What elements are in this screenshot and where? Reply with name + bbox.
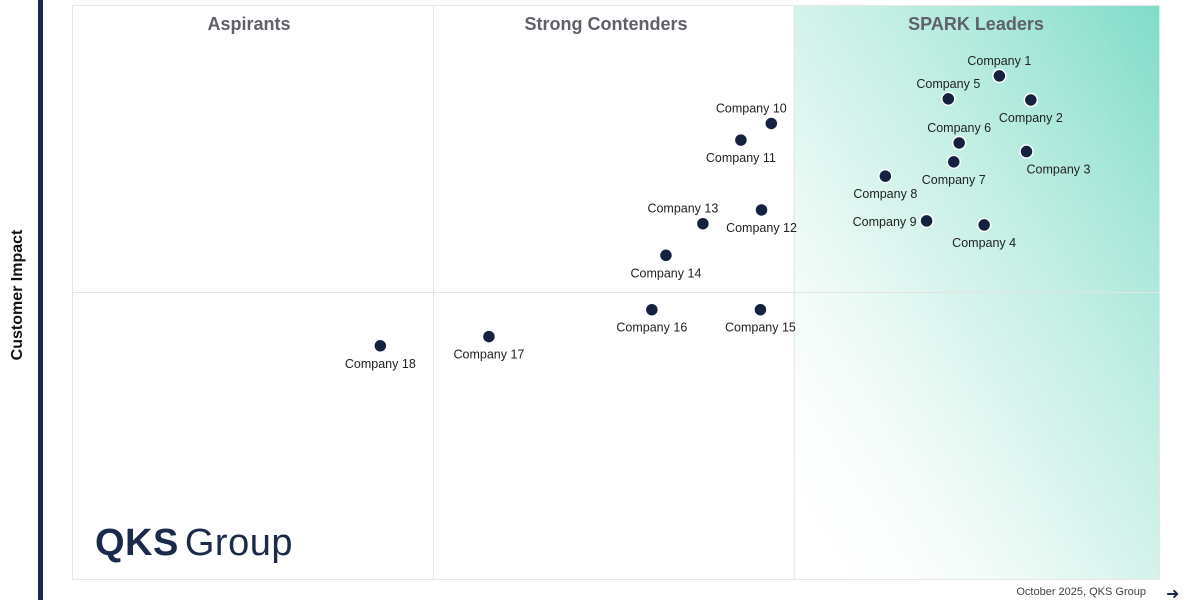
quadrant-title-spark-leaders: SPARK Leaders: [908, 14, 1044, 35]
footnote: October 2025, QKS Group: [1016, 586, 1146, 598]
logo-secondary: Group: [185, 522, 293, 564]
company-point-label: Company 17: [454, 348, 525, 362]
company-point-group: Company 12: [726, 203, 797, 235]
company-point-label: Company 1: [967, 54, 1031, 68]
company-point-group: Company 14: [631, 249, 702, 281]
company-point-marker[interactable]: [947, 155, 960, 168]
company-point-label: Company 13: [647, 202, 718, 216]
company-point-label: Company 18: [345, 357, 416, 371]
company-point-marker[interactable]: [920, 214, 933, 227]
qks-group-logo: QKS Group: [95, 522, 293, 565]
company-point-label: Company 10: [716, 101, 787, 115]
company-point-label: Company 14: [631, 266, 702, 280]
company-point-marker[interactable]: [942, 92, 955, 105]
y-axis-title: Customer Impact: [9, 230, 27, 361]
company-point-label: Company 15: [725, 321, 796, 335]
company-point-label: Company 11: [706, 151, 776, 165]
company-point-label: Company 9: [853, 215, 917, 229]
company-point-label: Company 5: [916, 77, 980, 91]
company-point-marker[interactable]: [482, 330, 495, 343]
company-point-marker[interactable]: [1020, 145, 1033, 158]
company-point-marker[interactable]: [754, 303, 767, 316]
company-point-label: Company 2: [999, 111, 1063, 125]
company-point-marker[interactable]: [755, 203, 768, 216]
company-point-marker[interactable]: [879, 170, 892, 183]
company-point-marker[interactable]: [953, 136, 966, 149]
chart-canvas: Company 1 Company 2 Company 3 Company 4 Comp…: [73, 6, 1159, 579]
quadrant-chart: Company 1 Company 2 Company 3 Company 4 Comp…: [72, 5, 1160, 580]
quadrant-title-aspirants: Aspirants: [207, 14, 290, 35]
company-point-marker[interactable]: [978, 218, 991, 231]
quadrant-title-strong-contenders: Strong Contenders: [524, 14, 687, 35]
company-point-label: Company 12: [726, 221, 797, 235]
company-point-group: Company 18: [345, 339, 416, 371]
company-point-group: Company 17: [454, 330, 525, 362]
company-point-label: Company 4: [952, 236, 1016, 250]
company-point-marker[interactable]: [993, 69, 1006, 82]
arrow-icon: ➜: [1166, 584, 1179, 604]
y-axis-line: [38, 0, 43, 600]
company-point-marker[interactable]: [374, 339, 387, 352]
company-point-label: Company 3: [1027, 163, 1091, 177]
company-point-marker[interactable]: [659, 249, 672, 262]
company-point-label: Company 7: [922, 173, 986, 187]
company-point-marker[interactable]: [1024, 93, 1037, 106]
company-point-label: Company 16: [616, 321, 687, 335]
company-point-marker[interactable]: [645, 303, 658, 316]
company-point-label: Company 8: [853, 187, 917, 201]
company-point-group: Company 16: [616, 303, 687, 335]
company-point-group: Company 11: [706, 134, 776, 166]
company-point-group: Company 15: [725, 303, 796, 335]
company-point-label: Company 6: [927, 121, 991, 135]
company-point-marker[interactable]: [696, 217, 709, 230]
logo-primary: QKS: [95, 522, 179, 564]
company-point-marker[interactable]: [734, 134, 747, 147]
company-point-group: Company 13: [647, 202, 718, 231]
company-point-group: Company 10: [716, 101, 787, 130]
company-point-marker[interactable]: [765, 117, 778, 130]
